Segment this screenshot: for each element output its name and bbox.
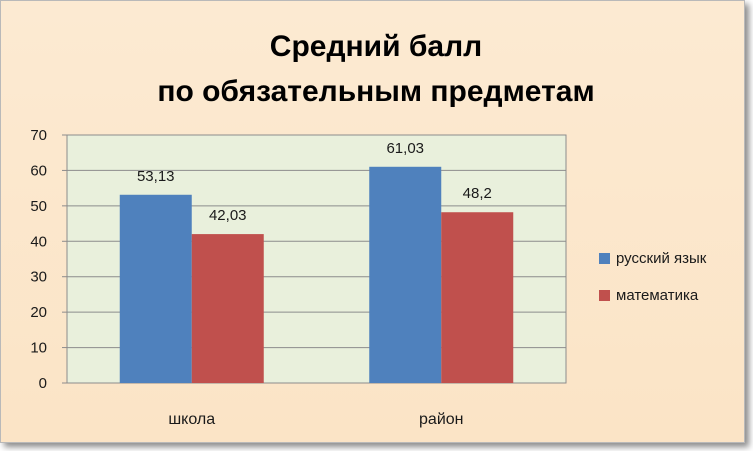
legend-swatch-0 (599, 253, 610, 264)
bar-math-0 (191, 234, 264, 383)
legend: русский язык математика (599, 250, 707, 304)
bar-russian-0 (119, 194, 192, 383)
data-label: 53,13 (137, 168, 175, 185)
chart-title-line-2: по обязательным предметам (157, 75, 594, 108)
legend-swatch-1 (599, 290, 610, 301)
x-category-label: район (419, 411, 463, 428)
y-tick-label: 30 (30, 269, 47, 286)
x-category-label: школа (168, 411, 215, 428)
legend-label: математика (616, 287, 699, 304)
y-tick-label: 10 (30, 340, 47, 357)
plot-area: 0 10 20 30 40 50 60 70 53,13 42,03 школа 61,03 48,2 р… (30, 127, 567, 428)
chart-frame: Средний балл по обязательным предметам 0… (0, 0, 745, 443)
y-tick-label: 0 (39, 375, 47, 392)
data-label: 61,03 (386, 140, 424, 157)
data-label: 48,2 (463, 185, 492, 202)
bar-math-1 (441, 212, 514, 383)
y-tick-label: 70 (30, 127, 47, 144)
chart-title-line-1: Средний балл (270, 30, 482, 63)
chart-svg: Средний балл по обязательным предметам 0… (30, 30, 707, 428)
y-tick-label: 50 (30, 198, 47, 215)
legend-label: русский язык (616, 250, 707, 267)
data-label: 42,03 (209, 207, 247, 224)
bar-russian-1 (369, 166, 442, 383)
y-tick-label: 60 (30, 162, 47, 179)
y-tick-label: 40 (30, 233, 47, 250)
y-tick-label: 20 (30, 304, 47, 321)
